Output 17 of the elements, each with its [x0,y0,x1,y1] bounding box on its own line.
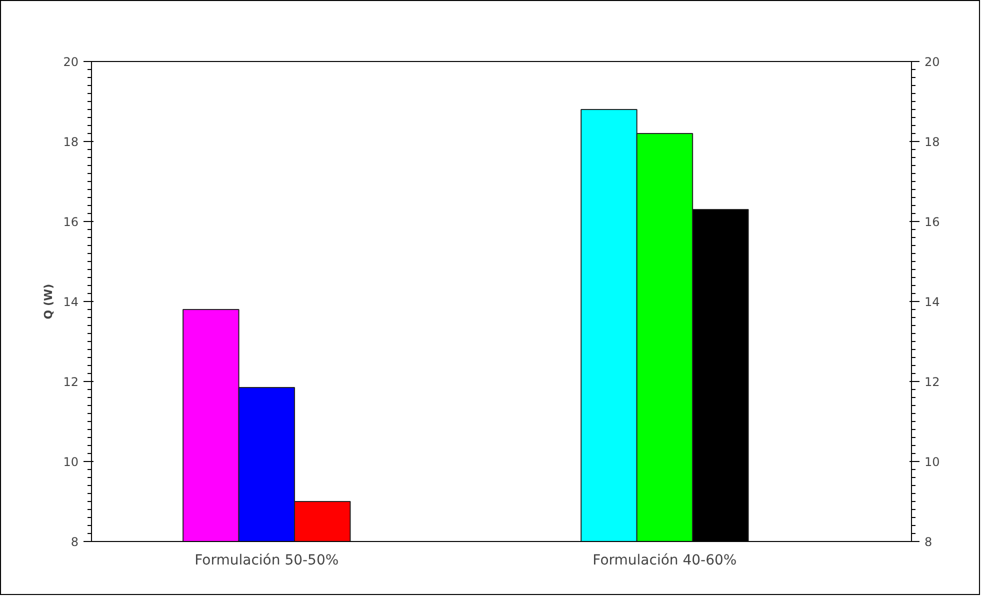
y2-tick-label: 16 [924,215,940,229]
y2-tick-label: 8 [924,535,932,549]
x-tick-label: Formulación 50-50% [194,552,339,568]
y-tick-label: 20 [63,55,79,69]
y-tick-label: 16 [63,215,79,229]
y2-tick-label: 10 [924,455,940,469]
y-axis-title: Q (W) [42,284,56,320]
y-tick-label: 14 [63,295,79,309]
y2-tick-label: 20 [924,55,940,69]
x-tick-label: Formulación 40-60% [592,552,737,568]
y2-tick-label: 18 [924,135,940,149]
y2-tick-label: 12 [924,375,940,389]
y-tick-label: 18 [63,135,79,149]
y-tick-label: 10 [63,455,79,469]
y-tick-label: 12 [63,375,79,389]
y2-tick-label: 14 [924,295,940,309]
y-tick-label: 8 [70,535,79,549]
